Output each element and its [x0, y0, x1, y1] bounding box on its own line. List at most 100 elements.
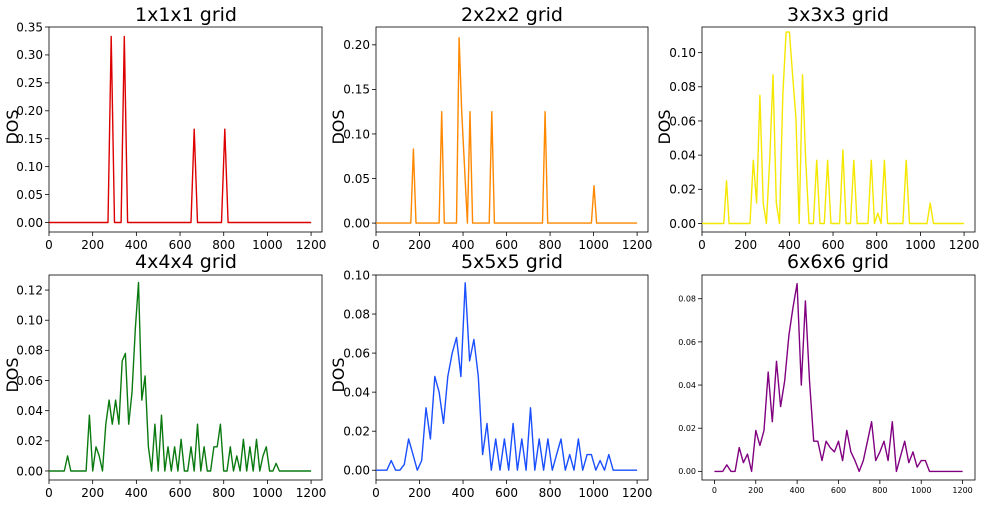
x-tick-label: 400	[778, 238, 801, 252]
x-tick-label: 0	[45, 486, 53, 500]
y-tick-label: 0.10	[343, 127, 370, 141]
subplot-1: 1x1x1 grid DOS 0 200 400 600 800 1000 1200 0.00…	[3, 4, 326, 252]
chart-title: 4x4x4 grid	[135, 251, 237, 273]
subplot-6: 6x6x6 grid 0 200 400 600 800 1000 1200 0.00 0.02…	[678, 251, 976, 495]
y-tick-label: 0.04	[16, 404, 43, 418]
y-tick-label: 0.00	[343, 464, 370, 478]
series-line	[49, 281, 312, 472]
series-line	[376, 37, 638, 224]
x-tick-label: 600	[169, 486, 192, 500]
y-tick-label: 0.06	[16, 374, 43, 388]
y-tick-label: 0.05	[16, 188, 43, 202]
y-tick-label: 0.00	[669, 217, 696, 231]
y-tick-label: 0.08	[16, 344, 43, 358]
x-tick-label: 400	[452, 486, 475, 500]
x-tick-label: 1200	[949, 238, 980, 252]
y-tick-label: 0.15	[343, 83, 370, 97]
x-tick-label: 1200	[296, 238, 327, 252]
x-tick-label: 1000	[911, 486, 931, 495]
y-axis-label: DOS	[329, 357, 348, 392]
chart-title: 1x1x1 grid	[135, 4, 237, 26]
y-tick-label: 0.08	[343, 307, 370, 321]
x-tick-label: 400	[789, 486, 804, 495]
x-tick-label: 1200	[622, 238, 653, 252]
y-tick-label: 0.06	[669, 114, 696, 128]
chart-title: 2x2x2 grid	[461, 4, 563, 26]
subplot-5: 5x5x5 grid DOS 0 200 400 600 800 1000 1200 0.00…	[329, 251, 652, 500]
y-tick-label: 0.04	[343, 385, 370, 399]
x-tick-label: 0	[372, 238, 380, 252]
axes-frame	[48, 26, 323, 233]
x-tick-label: 1200	[296, 486, 327, 500]
y-tick-label: 0.35	[16, 20, 43, 34]
y-tick-label: 0.00	[16, 464, 43, 478]
x-tick-label: 800	[212, 238, 235, 252]
y-tick-label: 0.25	[16, 76, 43, 90]
axes-frame	[48, 274, 323, 481]
y-tick-label: 0.00	[678, 467, 696, 476]
x-tick-label: 800	[865, 238, 888, 252]
y-tick-label: 0.00	[16, 216, 43, 230]
x-tick-label: 800	[539, 486, 562, 500]
y-tick-label: 0.02	[343, 425, 370, 439]
y-tick-label: 0.06	[343, 346, 370, 360]
axes-frame	[701, 26, 976, 233]
x-tick-label: 1200	[952, 486, 972, 495]
x-tick-label: 1000	[252, 238, 283, 252]
x-tick-label: 200	[81, 238, 104, 252]
y-tick-label: 0.10	[16, 160, 43, 174]
x-tick-label: 1000	[252, 486, 283, 500]
y-tick-label: 0.06	[678, 338, 696, 347]
x-tick-label: 200	[734, 238, 757, 252]
axes-frame	[375, 26, 649, 233]
y-tick-label: 0.04	[669, 148, 696, 162]
x-tick-label: 800	[212, 486, 235, 500]
y-tick-label: 0.12	[16, 283, 43, 297]
x-tick-label: 1200	[622, 486, 653, 500]
x-tick-label: 400	[125, 238, 148, 252]
x-tick-label: 600	[169, 238, 192, 252]
subplot-3: 3x3x3 grid DOS 0 200 400 600 800 1000 1200 0.00…	[655, 4, 979, 252]
series-line	[376, 282, 638, 471]
x-tick-label: 200	[408, 486, 431, 500]
y-tick-label: 0.10	[669, 46, 696, 60]
axes-frame	[375, 274, 649, 481]
x-tick-label: 800	[539, 238, 562, 252]
y-tick-label: 0.08	[669, 80, 696, 94]
subplot-2: 2x2x2 grid DOS 0 200 400 600 800 1000 1200 0.00…	[329, 4, 652, 252]
x-tick-label: 0	[372, 486, 380, 500]
x-tick-label: 1000	[905, 238, 936, 252]
y-tick-label: 0.02	[16, 434, 43, 448]
series-line	[714, 282, 963, 473]
x-tick-label: 600	[822, 238, 845, 252]
x-tick-label: 0	[45, 238, 53, 252]
x-tick-label: 200	[748, 486, 763, 495]
y-tick-label: 0.02	[678, 424, 696, 433]
x-tick-label: 1000	[578, 486, 609, 500]
y-tick-label: 0.20	[343, 38, 370, 52]
y-axis-label: DOS	[3, 109, 22, 144]
chart-title: 6x6x6 grid	[787, 251, 889, 273]
x-tick-label: 400	[125, 486, 148, 500]
y-tick-label: 0.15	[16, 132, 43, 146]
x-tick-label: 600	[495, 486, 518, 500]
chart-title: 3x3x3 grid	[787, 4, 889, 26]
x-tick-label: 200	[408, 238, 431, 252]
y-tick-label: 0.10	[16, 314, 43, 328]
x-tick-label: 1000	[578, 238, 609, 252]
y-tick-label: 0.08	[678, 295, 696, 304]
x-tick-label: 800	[872, 486, 887, 495]
y-tick-label: 0.04	[678, 381, 696, 390]
y-axis-label: DOS	[3, 357, 22, 392]
x-tick-label: 600	[495, 238, 518, 252]
y-tick-label: 0.10	[343, 268, 370, 282]
x-tick-label: 600	[831, 486, 846, 495]
y-axis-label: DOS	[329, 109, 348, 144]
y-tick-label: 0.30	[16, 48, 43, 62]
y-tick-label: 0.00	[343, 216, 370, 230]
chart-title: 5x5x5 grid	[461, 251, 563, 273]
x-tick-label: 0	[712, 486, 717, 495]
x-tick-label: 400	[452, 238, 475, 252]
y-tick-label: 0.20	[16, 104, 43, 118]
